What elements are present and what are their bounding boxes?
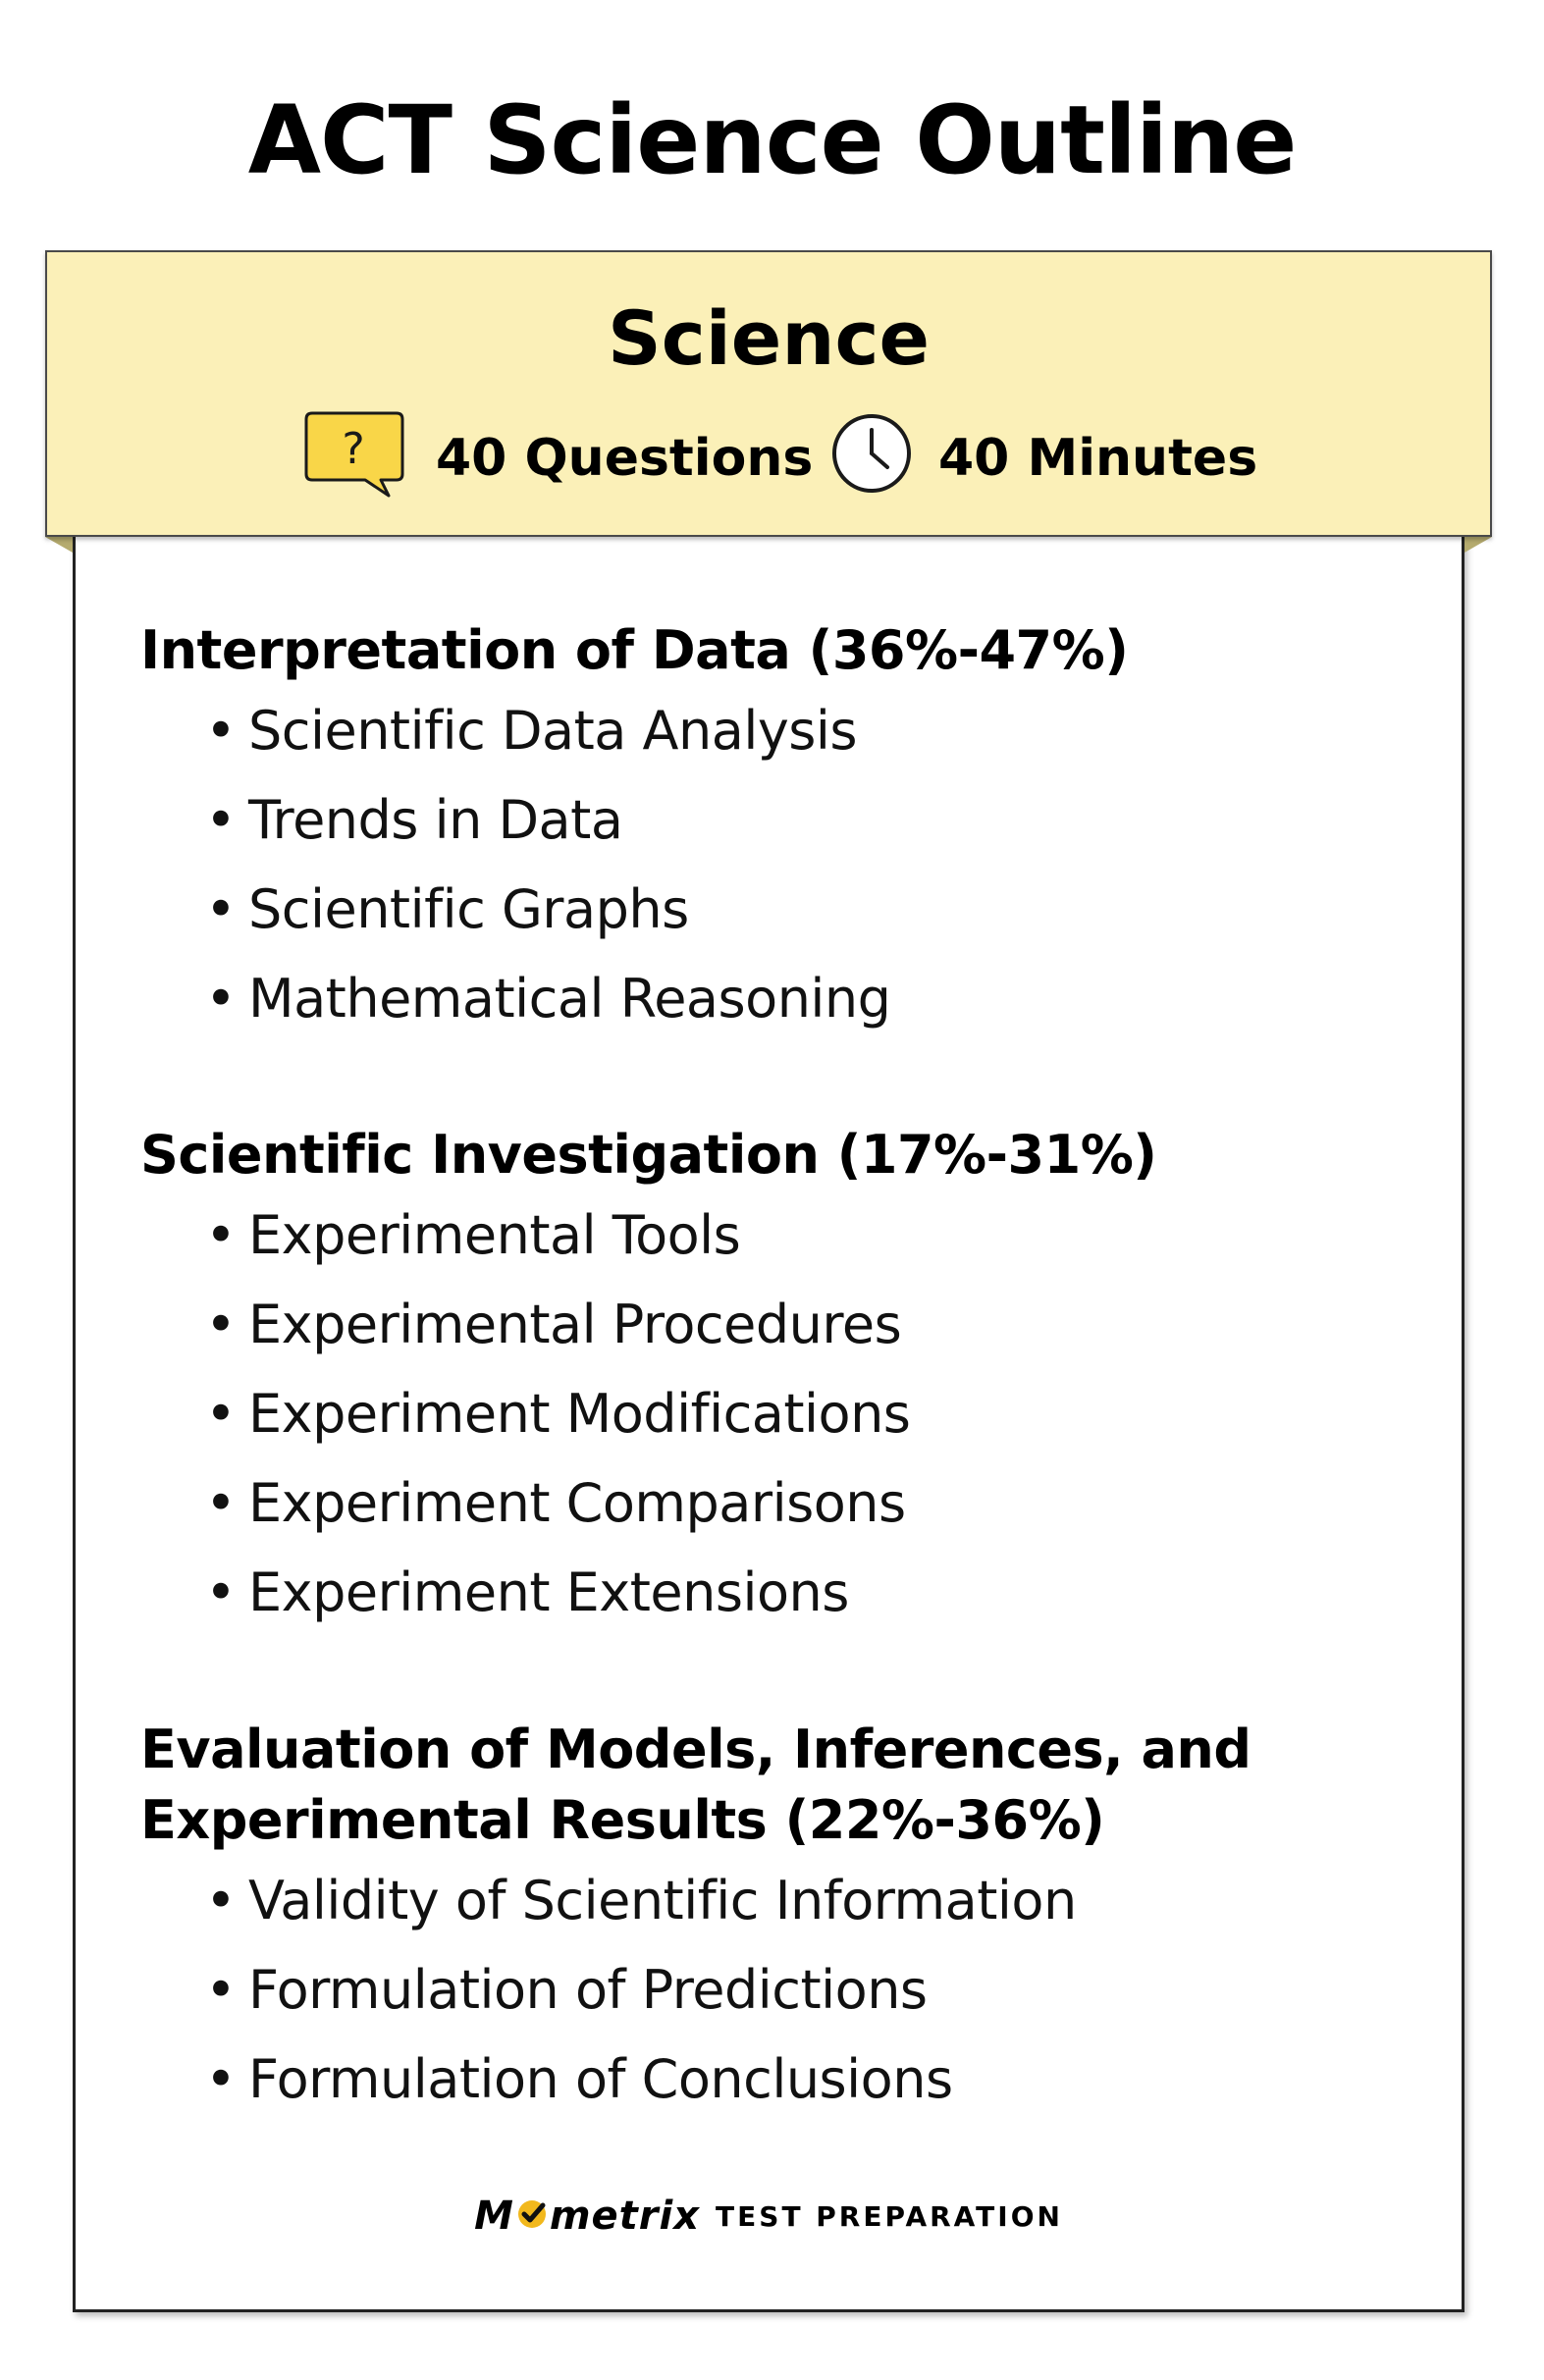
banner-title: Science — [607, 294, 931, 382]
bullet: • — [205, 789, 237, 851]
section-banner: Science ? 40 Questions 40 Minutes — [45, 250, 1492, 537]
list-item: • Trends in Data — [140, 775, 1416, 865]
list-item: • Experimental Tools — [140, 1190, 1416, 1280]
list-item: • Scientific Graphs — [140, 865, 1416, 954]
list-item: • Experiment Extensions — [140, 1548, 1416, 1637]
bullet: • — [205, 1204, 237, 1266]
bullet: • — [205, 700, 237, 762]
brand-name: M metrix — [474, 2194, 701, 2239]
banner-fold-right — [1464, 537, 1492, 553]
section-heading-line-1: Evaluation of Models, Inferences, and — [140, 1719, 1251, 1780]
list-item: • Validity of Scientific Information — [140, 1856, 1416, 1945]
list-item: • Experiment Modifications — [140, 1369, 1416, 1458]
list-item: • Mathematical Reasoning — [140, 954, 1416, 1043]
clock-icon — [832, 414, 911, 493]
page-title: ACT Science Outline — [247, 85, 1298, 195]
bullet: • — [205, 1472, 237, 1534]
section-interpretation-of-data: Interpretation of Data (36%-47%) • Scient… — [140, 615, 1416, 1043]
list-item: • Experiment Comparisons — [140, 1458, 1416, 1548]
meta-row: ? 40 Questions 40 Minutes — [47, 409, 1490, 507]
brand-tagline: TEST PREPARATION — [716, 2199, 1063, 2233]
bullet: • — [205, 1959, 237, 2021]
list-item: • Formulation of Predictions — [140, 1945, 1416, 2035]
svg-text:?: ? — [342, 424, 364, 474]
bullet: • — [205, 1870, 237, 1931]
bullet: • — [205, 968, 237, 1030]
section-heading: Scientific Investigation (17%-31%) — [140, 1124, 1157, 1186]
bullet: • — [205, 878, 237, 940]
footer-logo: M metrix TEST PREPARATION — [76, 2192, 1462, 2241]
bullet: • — [205, 1383, 237, 1445]
list-item: • Scientific Data Analysis — [140, 686, 1416, 775]
questions-count: 40 Questions — [436, 429, 814, 488]
section-heading-line-2: Experimental Results (22%-36%) — [140, 1789, 1105, 1851]
bullet: • — [205, 2048, 237, 2110]
banner-fold-left — [45, 537, 73, 553]
checkmark-logo-icon — [517, 2200, 546, 2228]
minutes-count: 40 Minutes — [938, 429, 1258, 488]
section-evaluation-of-models: Evaluation of Models, Inferences, and Ex… — [140, 1715, 1416, 2124]
list-item: • Formulation of Conclusions — [140, 2035, 1416, 2124]
question-bubble-icon: ? — [304, 411, 404, 498]
bullet: • — [205, 1294, 237, 1355]
list-item: • Experimental Procedures — [140, 1280, 1416, 1369]
bullet: • — [205, 1561, 237, 1623]
section-heading: Interpretation of Data (36%-47%) — [140, 619, 1129, 681]
section-scientific-investigation: Scientific Investigation (17%-31%) • Expe… — [140, 1120, 1416, 1637]
outline-card: Interpretation of Data (36%-47%) • Scient… — [73, 520, 1464, 2312]
